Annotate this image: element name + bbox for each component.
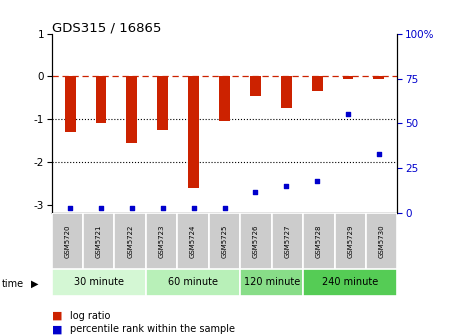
Point [344,112,352,117]
Point [375,151,383,157]
Text: GSM5721: GSM5721 [96,224,102,258]
Text: GSM5722: GSM5722 [127,224,133,258]
Text: 240 minute: 240 minute [322,277,379,287]
Bar [343,76,353,79]
Bar [240,213,272,269]
Text: GSM5728: GSM5728 [316,224,322,258]
Point [221,205,228,211]
Point [159,205,166,211]
Bar [146,269,240,296]
Bar [272,213,303,269]
Bar [312,76,322,91]
Bar [157,76,168,130]
Bar [240,269,303,296]
Point [190,205,197,211]
Bar [65,76,75,132]
Text: log ratio: log ratio [70,311,110,321]
Text: 60 minute: 60 minute [168,277,218,287]
Bar [303,269,397,296]
Point [128,205,136,211]
Text: GSM5729: GSM5729 [347,224,353,258]
Bar [52,269,146,296]
Bar [96,76,106,124]
Text: 120 minute: 120 minute [243,277,300,287]
Text: GSM5727: GSM5727 [284,224,291,258]
Point [97,205,105,211]
Bar [374,76,384,79]
Bar [209,213,240,269]
Point [313,178,321,184]
Bar [250,76,261,96]
Point [66,205,74,211]
Point [252,189,259,195]
Bar [114,213,146,269]
Bar [188,76,199,188]
Text: 30 minute: 30 minute [74,277,124,287]
Bar [127,76,137,143]
Text: GSM5730: GSM5730 [379,224,385,258]
Point [283,184,290,189]
Text: GSM5720: GSM5720 [64,224,70,258]
Text: GSM5726: GSM5726 [253,224,259,258]
Bar [281,76,292,109]
Bar [52,213,83,269]
Bar [366,213,397,269]
Bar [335,213,366,269]
Text: ■: ■ [52,324,62,334]
Bar [177,213,209,269]
Bar [303,213,335,269]
Text: time: time [2,279,24,289]
Bar [219,76,230,121]
Text: percentile rank within the sample: percentile rank within the sample [70,324,234,334]
Text: ▶: ▶ [31,279,38,289]
Text: GSM5723: GSM5723 [158,224,165,258]
Text: GSM5725: GSM5725 [221,224,228,258]
Text: ■: ■ [52,311,62,321]
Text: GSM5724: GSM5724 [190,224,196,258]
Bar [83,213,114,269]
Text: GDS315 / 16865: GDS315 / 16865 [52,22,161,35]
Bar [146,213,177,269]
